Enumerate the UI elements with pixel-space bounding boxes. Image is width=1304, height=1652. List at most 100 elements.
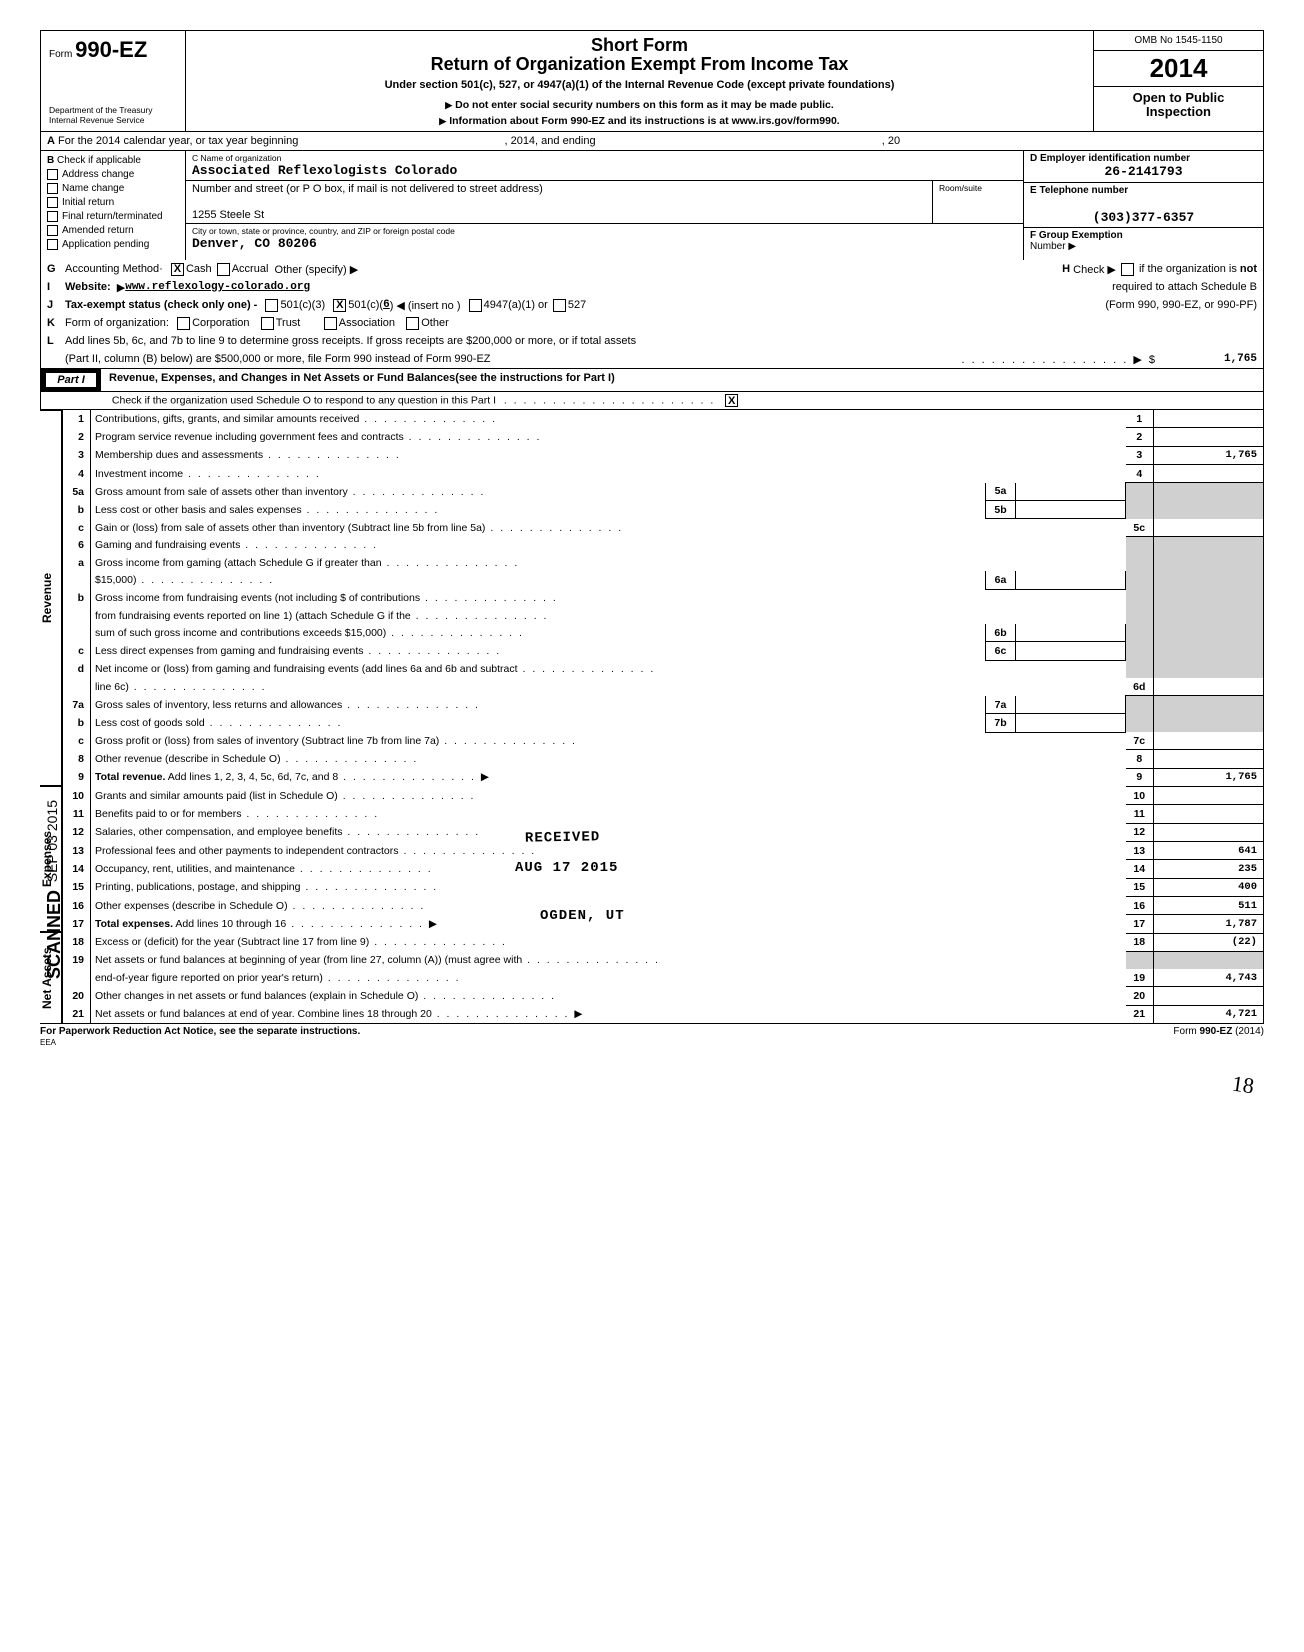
j-c: 501(c)( <box>348 299 383 311</box>
chk-cash[interactable]: X <box>171 263 184 276</box>
table-row: sum of such gross income and contributio… <box>63 624 1264 642</box>
chk-schedule-o[interactable]: X <box>725 394 738 407</box>
g-other: Other (specify) ▶ <box>275 263 359 276</box>
chk-name-change[interactable]: Name change <box>47 183 179 194</box>
checkbox-icon <box>47 183 58 194</box>
open-line1: Open to Public <box>1133 90 1225 105</box>
form-code: Form 990-EZ <box>49 37 177 63</box>
table-row: 6Gaming and fundraising events . . . . .… <box>63 537 1264 554</box>
k-assoc: Association <box>339 317 395 329</box>
line-i: I Website: ▶ www.reflexology-colorado.or… <box>41 278 1263 296</box>
col-b-letter: B <box>47 155 54 166</box>
table-row: 8Other revenue (describe in Schedule O) … <box>63 750 1264 768</box>
table-row: 7aGross sales of inventory, less returns… <box>63 696 1264 714</box>
chk-address-change[interactable]: Address change <box>47 169 179 180</box>
table-row: aGross income from gaming (attach Schedu… <box>63 554 1264 571</box>
j-letter: J <box>47 299 65 311</box>
checkbox-icon <box>47 169 58 180</box>
dept-block: Department of the Treasury Internal Reve… <box>49 106 177 125</box>
org-name-row: C Name of organization Associated Reflex… <box>186 151 1023 181</box>
table-row: 12Salaries, other compensation, and empl… <box>63 823 1264 841</box>
table-row: from fundraising events reported on line… <box>63 607 1264 624</box>
part1-body: Revenue Expenses Net Assets 1Contributio… <box>40 410 1264 1024</box>
table-row: 5aGross amount from sale of assets other… <box>63 483 1264 501</box>
street-label: Number and street (or P O box, if mail i… <box>192 183 926 195</box>
g-cash: Cash <box>186 263 212 275</box>
chk-4947[interactable] <box>469 299 482 312</box>
chk-final-return[interactable]: Final return/terminated <box>47 211 179 222</box>
j-tail: (Form 990, 990-EZ, or 990-PF) <box>1105 299 1257 311</box>
l-letter: L <box>47 335 65 347</box>
page-number: 18 <box>1230 1071 1255 1100</box>
street: 1255 Steele St <box>192 209 926 221</box>
j-a1: 4947(a)(1) or <box>484 299 548 311</box>
table-row: dNet income or (loss) from gaming and fu… <box>63 660 1264 678</box>
table-row: 11Benefits paid to or for members . . . … <box>63 805 1264 823</box>
checkbox-icon <box>47 197 58 208</box>
chk-527[interactable] <box>553 299 566 312</box>
part1-sub: Check if the organization used Schedule … <box>40 392 1264 410</box>
chk-trust[interactable] <box>261 317 274 330</box>
part1-label: Part I <box>45 372 97 388</box>
chk-501c3[interactable] <box>265 299 278 312</box>
table-row: bLess cost or other basis and sales expe… <box>63 501 1264 519</box>
chk-application-pending[interactable]: Application pending <box>47 239 179 250</box>
line-l2: (Part II, column (B) below) are $500,000… <box>41 350 1263 368</box>
h-letter: H <box>1062 263 1070 275</box>
col-b-sub: Check if applicable <box>57 155 141 166</box>
open-to-public: Open to Public Inspection <box>1094 87 1263 124</box>
part1-title: Revenue, Expenses, and Changes in Net As… <box>101 369 1263 391</box>
stamp-sepdate: SEP 03 2015 <box>44 800 60 882</box>
table-row: end-of-year figure reported on prior yea… <box>63 969 1264 987</box>
k-other: Other <box>421 317 449 329</box>
footer-left: For Paperwork Reduction Act Notice, see … <box>40 1026 360 1048</box>
header-mid: Short Form Return of Organization Exempt… <box>186 31 1093 131</box>
g-letter: G <box>47 263 65 275</box>
table-row: 15Printing, publications, postage, and s… <box>63 878 1264 896</box>
table-row: 19Net assets or fund balances at beginni… <box>63 952 1264 969</box>
chk-initial-return[interactable]: Initial return <box>47 197 179 208</box>
chk-amended[interactable]: Amended return <box>47 225 179 236</box>
header-right: OMB No 1545-1150 2014 Open to Public Ins… <box>1093 31 1263 131</box>
chk-h[interactable] <box>1121 263 1134 276</box>
form-prefix: Form <box>49 49 72 60</box>
table-row: 9Total revenue. Add lines 1, 2, 3, 4, 5c… <box>63 768 1264 786</box>
part1-header: Part I Revenue, Expenses, and Changes in… <box>40 369 1264 392</box>
dots: . . . . . . . . . . . . . . . . . ▶ $ <box>491 353 1157 366</box>
line-l1: L Add lines 5b, 6c, and 7b to line 9 to … <box>41 332 1263 350</box>
chk-501c[interactable]: X <box>333 299 346 312</box>
table-row: 4Investment income . . . . . . . . . . .… <box>63 464 1264 482</box>
stamp-scanned: SCANNED <box>44 890 65 979</box>
table-row: 1Contributions, gifts, grants, and simil… <box>63 410 1264 428</box>
h-tail: if the organization is <box>1139 263 1237 275</box>
table-row: 13Professional fees and other payments t… <box>63 842 1264 860</box>
lines-g-l: G Accounting Method· X Cash Accrual Othe… <box>40 260 1264 369</box>
table-row: cGain or (loss) from sale of assets othe… <box>63 519 1264 537</box>
form-header: Form 990-EZ Department of the Treasury I… <box>40 30 1264 132</box>
line-k: K Form of organization: Corporation Trus… <box>41 314 1263 332</box>
table-row: $15,000) . . . . . . . . . . . . . .6a <box>63 571 1264 589</box>
chk-corp[interactable] <box>177 317 190 330</box>
group-exemption-label: F Group Exemption <box>1030 230 1257 241</box>
table-row: cGross profit or (loss) from sales of in… <box>63 732 1264 750</box>
l-amount: 1,765 <box>1157 353 1257 365</box>
room-label: Room/suite <box>939 183 982 193</box>
phone: (303)377-6357 <box>1030 210 1257 225</box>
h-not: not <box>1240 263 1257 275</box>
dept-irs: Internal Revenue Service <box>49 116 177 125</box>
phone-row: E Telephone number (303)377-6357 <box>1024 183 1263 228</box>
table-row: 3Membership dues and assessments . . . .… <box>63 446 1264 464</box>
chk-accrual[interactable] <box>217 263 230 276</box>
g-accrual: Accrual <box>232 263 269 275</box>
open-line2: Inspection <box>1146 104 1211 119</box>
k-letter: K <box>47 317 65 329</box>
table-row: 2Program service revenue including gover… <box>63 428 1264 446</box>
chk-assoc[interactable] <box>324 317 337 330</box>
i-letter: I <box>47 281 65 293</box>
addr-row: Number and street (or P O box, if mail i… <box>186 181 1023 224</box>
city-label: City or town, state or province, country… <box>192 226 1017 236</box>
chk-other[interactable] <box>406 317 419 330</box>
row-a: A For the 2014 calendar year, or tax yea… <box>40 132 1264 151</box>
tax-year: 2014 <box>1094 51 1263 87</box>
l-t2: (Part II, column (B) below) are $500,000… <box>65 353 491 365</box>
